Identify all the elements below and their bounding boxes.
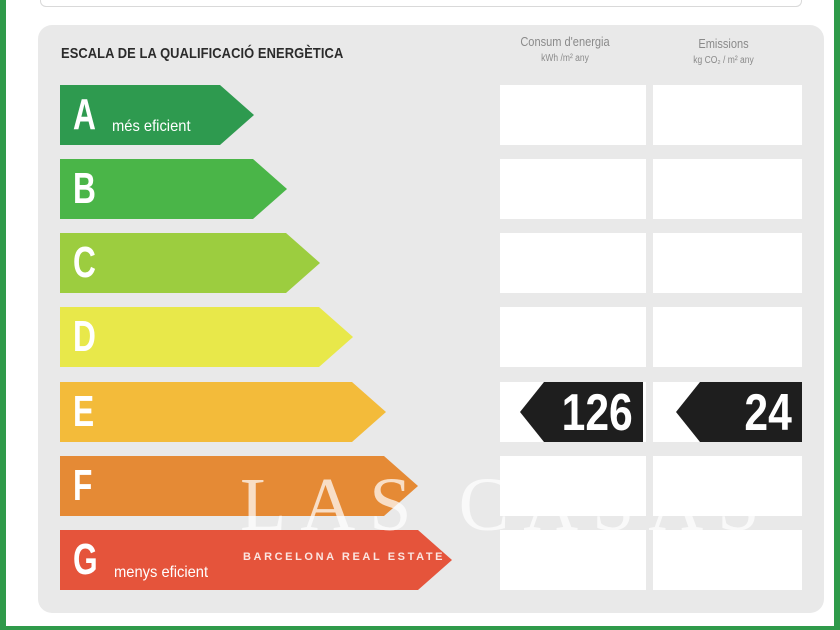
emissions-cell (653, 159, 802, 219)
rating-caption: menys eficient (114, 564, 209, 581)
energy-cell (500, 307, 646, 367)
rating-letter: G (73, 535, 98, 584)
rating-letter: C (73, 238, 96, 287)
energy-column-header: Consum d'energia kWh /m² any (495, 34, 635, 64)
scale-title: ESCALA DE LA QUALIFICACIÓ ENERGÈTICA (61, 45, 344, 62)
rating-bar-d: D (60, 307, 353, 367)
emissions-cell (653, 233, 802, 293)
energy-cell (500, 530, 646, 590)
rating-letter: D (73, 312, 96, 361)
rating-letter: B (73, 164, 96, 213)
rating-row-d: D (60, 307, 802, 367)
energy-column-label: Consum d'energia (520, 34, 610, 49)
energy-value: 126 (561, 384, 633, 442)
emissions-cell (653, 85, 802, 145)
rating-bar-b: B (60, 159, 287, 219)
rating-letter: A (73, 90, 96, 139)
rating-row-b: B (60, 159, 802, 219)
energy-cell (500, 456, 646, 516)
rating-row-c: C (60, 233, 802, 293)
emissions-column-unit: kg CO₂ / m² any (693, 55, 754, 66)
emissions-value-tag: 24 (676, 382, 802, 442)
emissions-column-header: Emissions kg CO₂ / m² any (651, 36, 796, 66)
emissions-cell (653, 530, 802, 590)
rating-bar-c: C (60, 233, 320, 293)
rating-caption: més eficient (112, 118, 191, 135)
emissions-cell (653, 307, 802, 367)
top-divider (40, 0, 802, 7)
rating-letter: F (73, 461, 93, 510)
emissions-cell (653, 456, 802, 516)
emissions-column-label: Emissions (698, 36, 749, 51)
energy-cell (500, 85, 646, 145)
emissions-value: 24 (744, 384, 792, 442)
rating-bar-e: E (60, 382, 386, 442)
energy-value-tag: 126 (520, 382, 643, 442)
energy-cell (500, 233, 646, 293)
energy-cell (500, 159, 646, 219)
rating-row-f: F (60, 456, 802, 516)
rating-bar-f: F (60, 456, 418, 516)
rating-letter: E (73, 387, 95, 436)
energy-column-unit: kWh /m² any (541, 53, 589, 64)
